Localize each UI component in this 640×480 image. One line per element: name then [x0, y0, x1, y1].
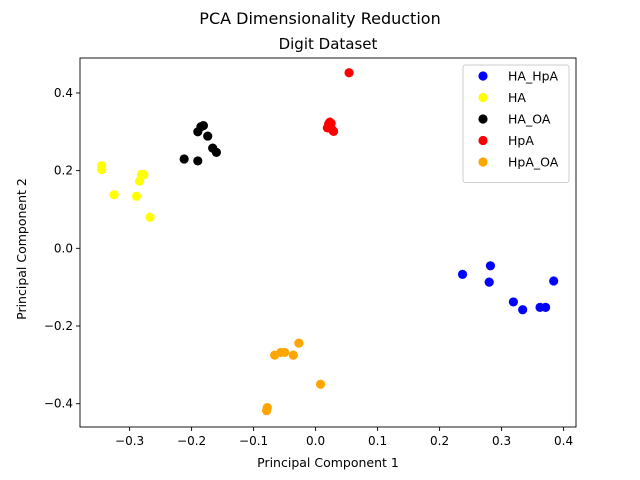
x-tick-label: 0.4 — [554, 434, 573, 448]
series-hpa — [322, 68, 354, 137]
data-point — [344, 68, 354, 78]
y-tick-label: −0.4 — [44, 397, 73, 411]
x-tick-label: 0.3 — [492, 434, 511, 448]
data-point — [139, 169, 149, 180]
data-point — [541, 302, 551, 312]
series-ha-hpa — [457, 261, 559, 315]
data-point — [518, 305, 528, 315]
plot-frame — [79, 57, 577, 428]
legend-marker — [478, 92, 488, 103]
data-point — [145, 212, 155, 222]
legend-label: HA_HpA — [508, 69, 559, 84]
y-tick-label: −0.2 — [44, 319, 73, 333]
data-point — [179, 154, 189, 164]
data-point — [328, 126, 339, 137]
x-axis-label: Principal Component 1 — [257, 455, 399, 470]
data-point — [131, 191, 142, 201]
data-point — [97, 164, 107, 175]
x-tick-label: −0.2 — [177, 434, 206, 448]
legend-marker — [478, 157, 488, 167]
x-tick-label: 0.2 — [430, 434, 449, 448]
data-point — [262, 406, 272, 416]
legend-box — [462, 64, 570, 183]
y-axis: −0.4 −0.2 0.0 0.2 0.4 — [44, 86, 80, 411]
legend-label: HpA_OA — [508, 155, 559, 170]
data-point — [134, 176, 145, 186]
data-points — [97, 68, 559, 416]
data-point — [280, 347, 290, 358]
x-axis: −0.3 −0.2 −0.1 0.0 0.1 0.2 0.3 0.4 — [115, 427, 573, 448]
data-point — [485, 261, 496, 271]
y-tick-label: 0.2 — [54, 164, 73, 178]
data-point — [294, 338, 304, 348]
legend-label: HpA — [508, 133, 534, 148]
legend-label: HA — [508, 90, 526, 105]
legend-marker — [478, 114, 488, 124]
legend-label: HA_OA — [508, 112, 551, 127]
data-point — [549, 276, 559, 286]
chart-suptitle: PCA Dimensionality Reduction — [199, 9, 440, 28]
plot-area — [79, 57, 577, 428]
data-point — [484, 277, 494, 287]
legend: HA_HpA HA HA_OA HpA HpA_OA — [462, 64, 570, 183]
data-point — [211, 147, 221, 157]
y-tick-label: 0.4 — [54, 86, 73, 100]
x-tick-label: −0.3 — [115, 434, 144, 448]
y-axis-label: Principal Component 2 — [14, 178, 29, 320]
legend-marker — [478, 71, 488, 81]
series-hpa-oa — [262, 338, 326, 416]
data-point — [288, 350, 298, 360]
series-ha — [97, 160, 155, 222]
series-ha-oa — [179, 120, 221, 166]
x-tick-label: 0.1 — [368, 434, 387, 448]
data-point — [198, 120, 208, 131]
x-tick-label: 0.0 — [306, 434, 325, 448]
data-point — [193, 156, 203, 166]
data-point — [315, 379, 326, 389]
data-point — [457, 269, 468, 279]
data-point — [508, 297, 518, 307]
data-point — [109, 190, 119, 200]
y-tick-label: 0.0 — [54, 241, 73, 255]
x-tick-label: −0.1 — [239, 434, 268, 448]
chart-title: Digit Dataset — [279, 35, 378, 53]
legend-marker — [478, 135, 488, 146]
data-point — [203, 131, 213, 141]
